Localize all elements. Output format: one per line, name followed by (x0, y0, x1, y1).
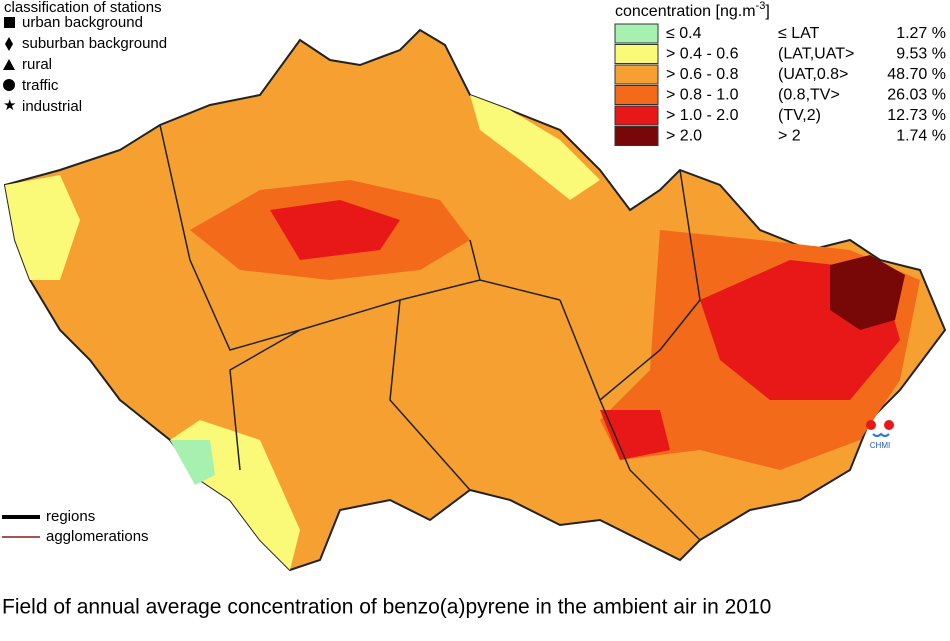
very-high-area (830, 255, 905, 330)
caption: Field of annual average concentration of… (2, 596, 771, 619)
symbol (3, 79, 15, 91)
legend-range: > 0.4 - 0.6 (666, 46, 739, 63)
logo-text: CHMI (870, 441, 890, 450)
station-legend-title: classification of stations (4, 0, 162, 16)
symbol (5, 37, 13, 51)
legend-share: 9.53 % (896, 46, 946, 63)
legend-class: > 2 (778, 128, 801, 145)
legend-range: > 2.0 (666, 128, 702, 145)
legend-swatch (614, 85, 659, 105)
legend-share: 1.27 % (896, 25, 946, 42)
agglomerations-label: agglomerations (46, 528, 149, 545)
station-legend: classification of stations ★ (3, 0, 162, 114)
station-class: traffic (22, 77, 59, 94)
logo: CHMI (866, 420, 894, 450)
legend-swatch (614, 126, 659, 146)
high-area (270, 200, 400, 260)
logo-mark (884, 420, 894, 430)
legend-class: (TV,2) (778, 107, 821, 124)
legend-title-sup: -3 (756, 0, 766, 12)
legend-title: concentration [ng.m-3] (615, 0, 770, 20)
low-area (170, 440, 215, 485)
legend-class: ≤ LAT (778, 25, 820, 42)
symbol (3, 59, 15, 70)
logo-mark (866, 420, 876, 430)
high-area (600, 410, 670, 460)
low-area (5, 175, 80, 280)
legend-share: 26.03 % (887, 87, 946, 104)
legend-title-text: concentration [ng.m (615, 3, 756, 20)
color-legend: concentration [ng.m-3] (615, 0, 770, 20)
legend-swatch (614, 64, 659, 85)
station-class: urban background (22, 14, 143, 31)
legend-class: (LAT,UAT> (778, 46, 854, 63)
regions-label: regions (46, 508, 95, 525)
legend-share: 48.70 % (887, 66, 946, 83)
low-area (470, 95, 600, 200)
legend-share: 12.73 % (887, 107, 946, 124)
symbol (4, 17, 15, 28)
legend-range: ≤ 0.4 (666, 25, 702, 42)
legend-title-end: ] (765, 3, 769, 20)
legend-range: > 0.8 - 1.0 (666, 87, 739, 104)
station-class: suburban background (22, 35, 167, 52)
legend-swatch (614, 44, 659, 64)
line-legend: regions agglomerations (2, 508, 149, 545)
legend-class: (UAT,0.8> (778, 66, 848, 83)
region-border (159, 124, 701, 541)
station-class: rural (22, 56, 52, 73)
map (3, 28, 947, 572)
legend-share: 1.74 % (896, 128, 946, 145)
legend-range: > 1.0 - 2.0 (666, 107, 739, 124)
legend-swatch (614, 105, 659, 126)
logo-mark (872, 432, 890, 437)
station-class: industrial (22, 98, 82, 115)
symbol: ★ (3, 97, 16, 114)
legend-range: > 0.6 - 0.8 (666, 66, 739, 83)
station-items: urban background suburban background rural… (22, 14, 167, 115)
legend-rows: ≤ 0.4 ≤ LAT 1.27 % > 0.4 - 0.6 (LAT,UAT> 9.53… (614, 23, 946, 146)
legend-class: (0.8,TV> (778, 87, 840, 104)
legend-swatch (614, 23, 659, 44)
